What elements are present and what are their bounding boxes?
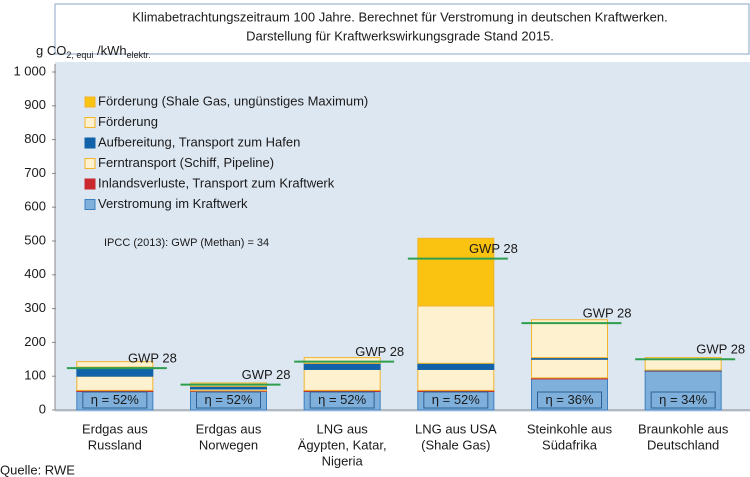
title-line: Darstellung für Kraftwerkswirkungsgrade … — [246, 28, 554, 43]
y-tick-label: 0 — [39, 401, 46, 416]
legend-label: Aufbereitung, Transport zum Hafen — [98, 134, 300, 149]
x-tick-label: Südafrika — [542, 437, 598, 452]
y-tick-label: 200 — [24, 334, 46, 349]
plot-area — [55, 62, 750, 412]
legend-label: Förderung — [98, 114, 158, 129]
x-tick-label: Braunkohle aus — [638, 421, 729, 436]
title-box — [54, 3, 750, 55]
x-tick-label: Nigeria — [322, 453, 364, 468]
bar-segment — [531, 319, 608, 359]
bar-segment — [417, 362, 495, 370]
bar-segment — [644, 357, 722, 371]
efficiency-label: η = 34% — [659, 392, 708, 407]
efficiency-label: η = 52% — [91, 392, 140, 407]
bar-segment — [76, 361, 154, 368]
bar-segment — [531, 358, 608, 379]
bar-segment — [303, 368, 381, 391]
bar-segment — [76, 375, 154, 391]
legend-label: Ferntransport (Schiff, Pipeline) — [98, 155, 274, 170]
legend-swatch — [84, 96, 96, 108]
efficiency-label: η = 36% — [545, 392, 594, 407]
legend-swatch — [84, 178, 96, 190]
legend-swatch — [84, 199, 96, 210]
x-tick-label: Ägypten, Katar, — [298, 437, 387, 452]
x-tick-label: Erdgas aus — [196, 421, 262, 436]
efficiency-box — [309, 391, 375, 409]
gwp28-label: GWP 28 — [128, 351, 177, 366]
gwp28-label: GWP 28 — [355, 344, 404, 359]
legend-swatch — [84, 137, 96, 149]
efficiency-box — [423, 391, 489, 409]
legend-label: Inlandsverluste, Transport zum Kraftwerk — [98, 175, 335, 190]
legend-label: Förderung (Shale Gas, ungünstiges Maximu… — [98, 93, 368, 108]
legend-swatch — [84, 158, 96, 169]
efficiency-box — [650, 391, 716, 409]
gwp28-label: GWP 28 — [696, 342, 745, 357]
x-tick-label: LNG aus — [317, 421, 369, 436]
y-tick-label: 100 — [24, 368, 46, 383]
bar-segment — [303, 362, 381, 370]
efficiency-label: η = 52% — [204, 392, 253, 407]
gwp28-label: GWP 28 — [583, 306, 632, 321]
x-tick-label: Erdgas aus — [82, 421, 148, 436]
x-tick-label: Norwegen — [199, 437, 258, 452]
y-tick-label: 900 — [24, 97, 46, 112]
x-tick-label: Deutschland — [647, 437, 719, 452]
y-tick-label: 600 — [24, 199, 46, 214]
bar-segment — [417, 237, 495, 307]
efficiency-label: η = 52% — [318, 392, 367, 407]
y-tick-label: 500 — [24, 232, 46, 247]
source: Quelle: RWE — [0, 462, 75, 477]
gwp28-label: GWP 28 — [469, 241, 518, 256]
bar-segment — [303, 357, 381, 364]
title-line: Klimabetrachtungszeitraum 100 Jahre. Ber… — [132, 9, 667, 24]
x-tick-label: LNG aus USA — [415, 421, 497, 436]
efficiency-box — [82, 391, 148, 409]
efficiency-box — [537, 391, 602, 409]
y-tick-label: 300 — [24, 300, 46, 315]
efficiency-box — [196, 391, 261, 409]
bar-segment — [417, 305, 495, 364]
efficiency-label: η = 52% — [432, 392, 481, 407]
y-tick-label: 400 — [24, 266, 46, 281]
x-tick-label: Russland — [88, 437, 142, 452]
annotation: IPCC (2013): GWP (Methan) = 34 — [104, 237, 269, 249]
legend-label: Verstromung im Kraftwerk — [98, 196, 248, 211]
y-tick-label: 700 — [24, 165, 46, 180]
legend-swatch — [84, 117, 96, 128]
y-tick-label: 1 000 — [13, 63, 46, 78]
gwp28-label: GWP 28 — [242, 367, 291, 382]
bar-segment — [417, 368, 495, 391]
x-tick-label: Steinkohle aus — [527, 421, 613, 436]
y-axis-label: g CO2, equi /kWhelektr. — [36, 43, 151, 60]
y-tick-label: 800 — [24, 131, 46, 146]
x-tick-label: (Shale Gas) — [421, 437, 490, 452]
